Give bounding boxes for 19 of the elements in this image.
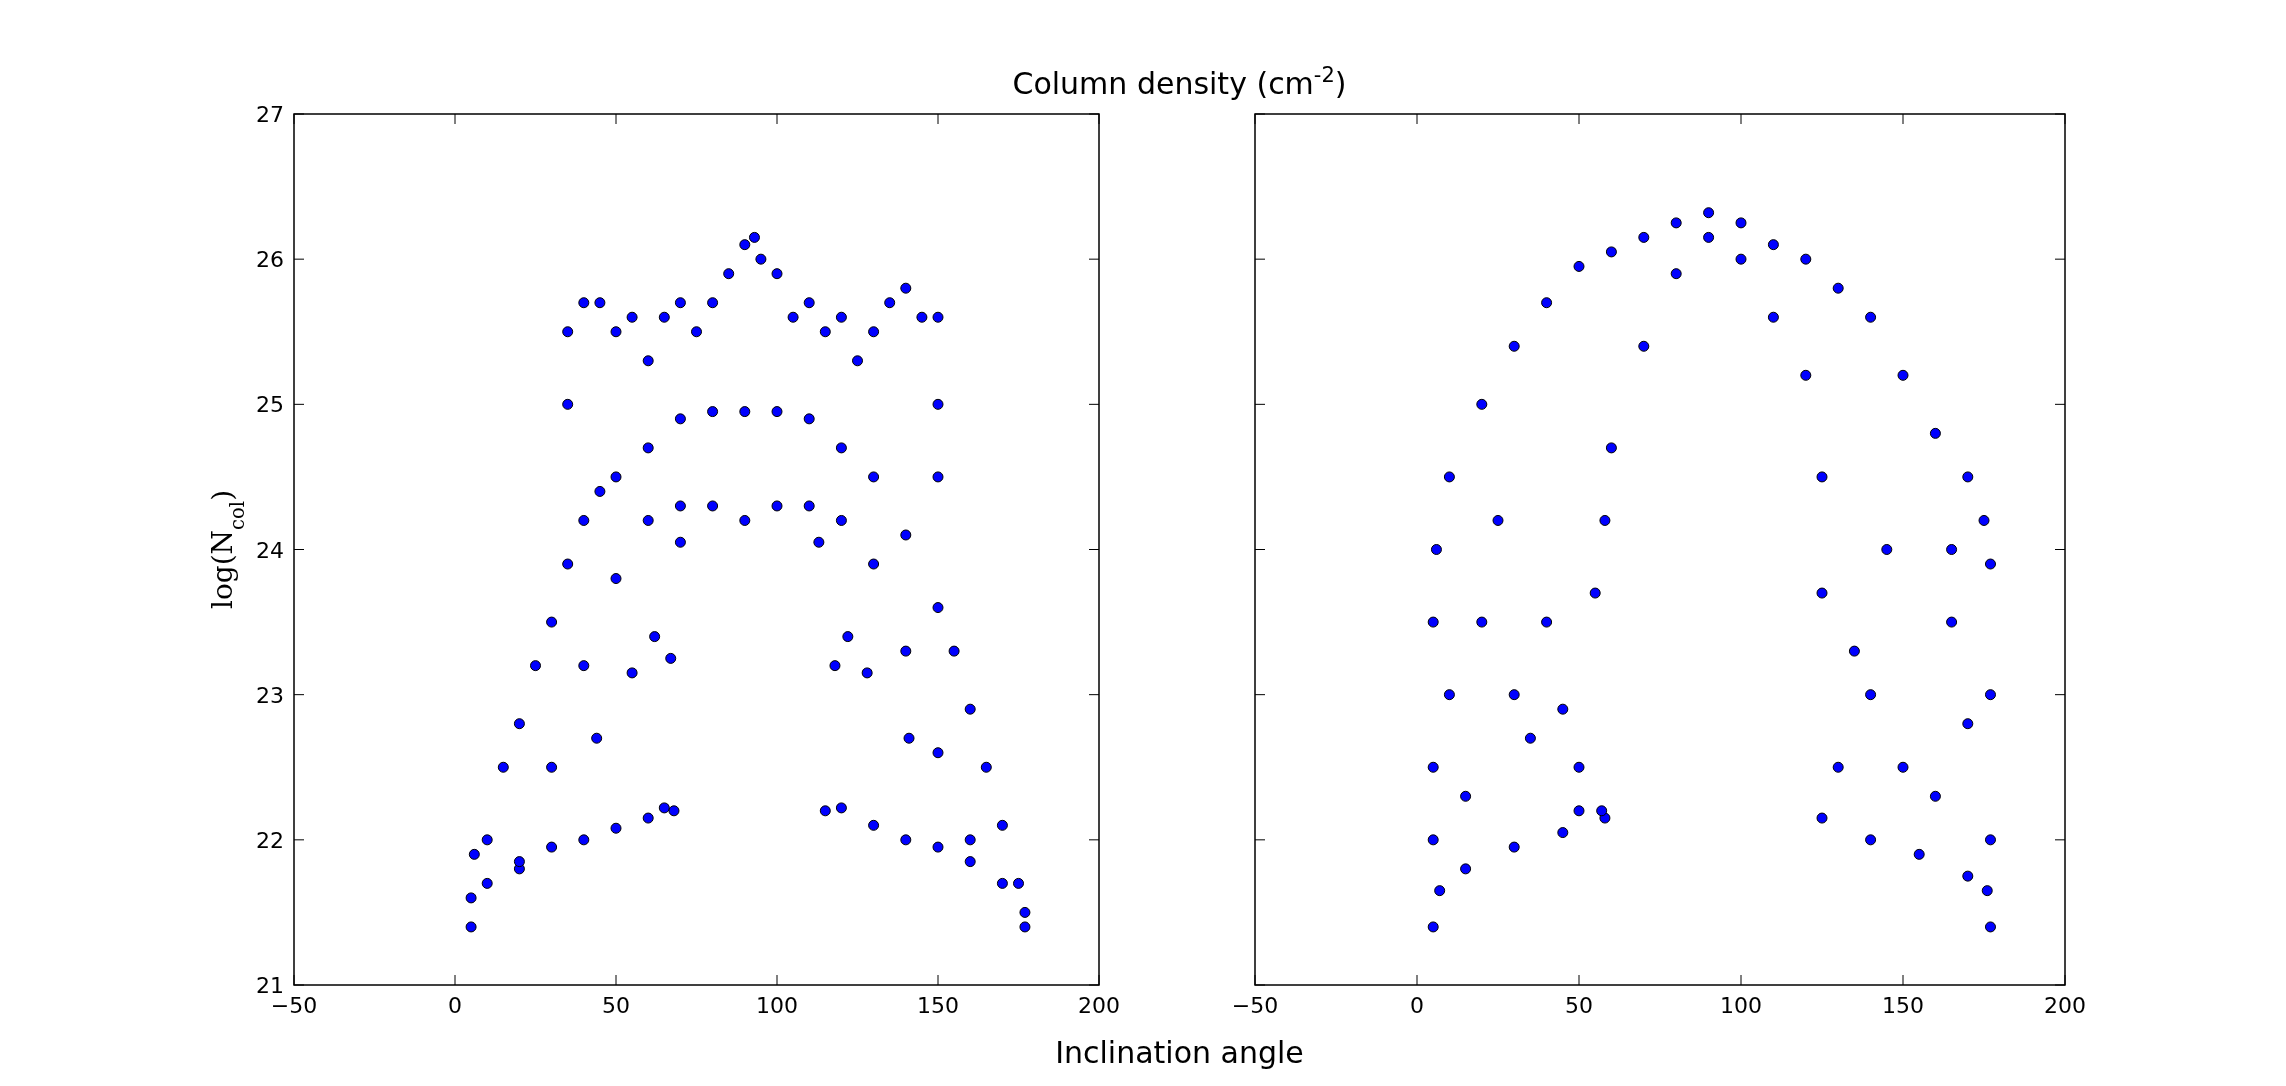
y-tick-label: 24 [256, 537, 284, 563]
y-tick-label: 23 [256, 682, 284, 708]
y-tick-label: 25 [256, 392, 284, 418]
x-tick-label: 150 [1882, 993, 1924, 1018]
x-tick-label: 200 [1078, 993, 1120, 1018]
x-tick-label: 100 [756, 993, 798, 1018]
x-tick-label: −50 [1231, 993, 1279, 1018]
x-tick-label: 150 [917, 993, 959, 1018]
x-axis-title: Inclination angle [1055, 1035, 1304, 1070]
y-tick-label: 26 [256, 247, 284, 273]
y-tick-label: 22 [256, 827, 284, 853]
x-tick-label: 50 [602, 993, 630, 1018]
x-tick-label: 0 [1410, 993, 1424, 1018]
x-tick-label: 100 [1720, 993, 1762, 1018]
x-tick-label: 50 [1565, 993, 1593, 1018]
x-tick-label: 200 [2044, 993, 2086, 1018]
text: Column density (cm$^{-2}$) [1012, 63, 1347, 101]
x-tick-label: 0 [448, 993, 462, 1018]
y-tick-label: 27 [256, 102, 284, 127]
